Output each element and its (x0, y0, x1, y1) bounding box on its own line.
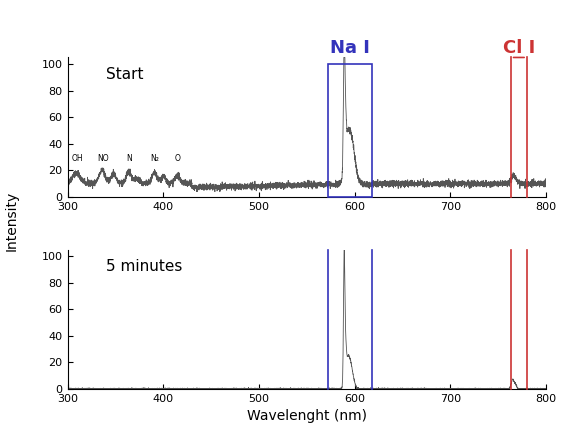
Text: Start: Start (106, 67, 144, 82)
Text: 5 minutes: 5 minutes (106, 259, 182, 274)
Text: N: N (126, 154, 132, 163)
Bar (328, 64, 372, 197)
X-axis label: Wavelenght (nm): Wavelenght (nm) (247, 409, 367, 423)
Text: Na I: Na I (330, 39, 370, 57)
Text: OH: OH (72, 154, 83, 163)
Text: NO: NO (97, 154, 109, 163)
Text: O: O (175, 154, 181, 163)
Text: Cl I: Cl I (503, 39, 535, 57)
Text: Intensity: Intensity (5, 191, 18, 251)
Text: N₂: N₂ (150, 154, 159, 163)
